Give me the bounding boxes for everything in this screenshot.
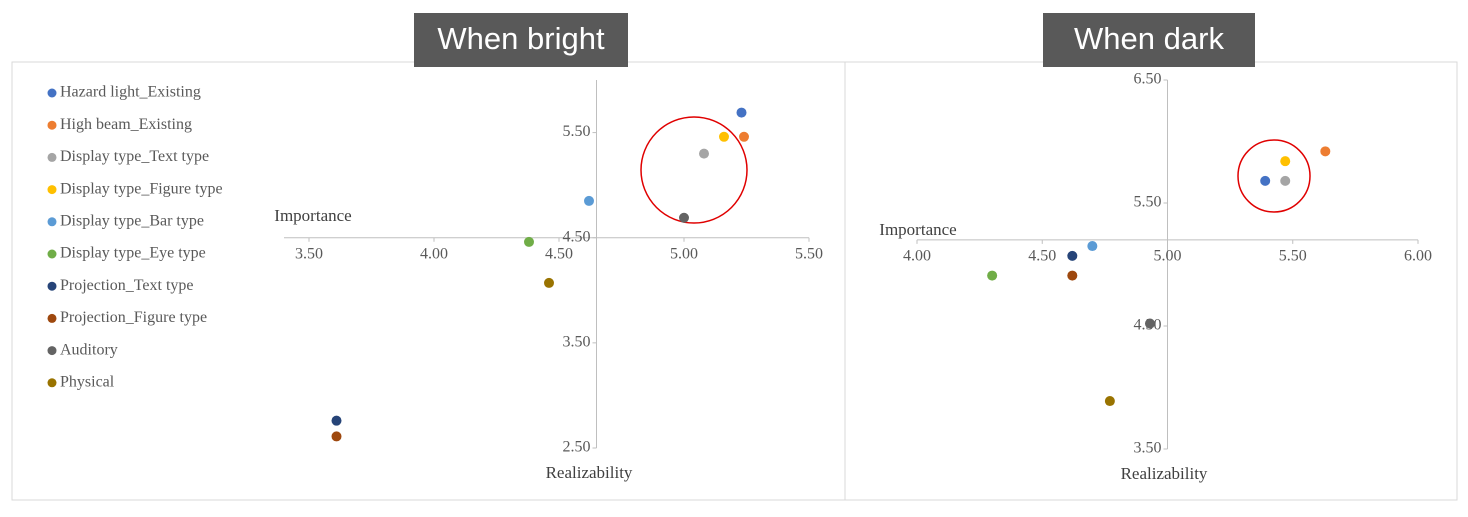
y-axis-title: Importance xyxy=(274,206,351,225)
legend-label: Physical xyxy=(60,373,115,390)
point xyxy=(1280,175,1291,186)
frame xyxy=(11,61,1458,501)
y-tick-label: 3.50 xyxy=(563,334,591,351)
x-tick-label: 4.50 xyxy=(545,245,573,262)
point xyxy=(331,431,342,442)
point xyxy=(1067,270,1078,281)
title-box xyxy=(414,13,628,67)
chart-title: When dark xyxy=(1074,21,1224,56)
legend-label: Projection_Figure type xyxy=(60,309,207,326)
y-tick-label: 6.50 xyxy=(1134,71,1162,88)
chart-title: When bright xyxy=(437,21,605,56)
point xyxy=(739,131,749,142)
legend-marker xyxy=(47,281,57,291)
legend-marker xyxy=(47,249,57,259)
point xyxy=(987,270,998,281)
title-box xyxy=(1043,13,1255,67)
legend-marker xyxy=(47,88,57,98)
legend-marker xyxy=(47,378,57,388)
highlight-circle xyxy=(1237,139,1311,213)
point xyxy=(719,131,729,142)
x-tick-label: 4.00 xyxy=(903,248,931,265)
point xyxy=(1260,175,1271,186)
legend-label: Display type_Bar type xyxy=(60,212,204,229)
point xyxy=(584,195,594,206)
point xyxy=(1067,250,1078,261)
x-tick-label: 5.50 xyxy=(1279,248,1307,265)
x-tick-label: 5.50 xyxy=(795,245,823,262)
legend-marker xyxy=(47,217,57,227)
point xyxy=(679,212,689,223)
x-tick-label: 5.00 xyxy=(1154,248,1182,265)
point xyxy=(1320,146,1331,157)
x-tick-label: 4.50 xyxy=(1028,248,1056,265)
legend-label: Hazard light_Existing xyxy=(60,84,201,101)
legend-marker xyxy=(47,185,57,195)
legend-label: Projection_Text type xyxy=(60,277,194,294)
legend-marker xyxy=(47,120,57,130)
x-tick-label: 5.00 xyxy=(670,245,698,262)
legend-label: Display type_Figure type xyxy=(60,180,223,197)
point xyxy=(1280,156,1291,167)
point xyxy=(1104,396,1115,407)
x-tick-label: 4.00 xyxy=(420,245,448,262)
point xyxy=(736,107,747,118)
legend-label: Display type_Text type xyxy=(60,148,209,165)
point xyxy=(1087,241,1098,252)
y-tick-label: 3.50 xyxy=(1134,440,1162,457)
legend-marker xyxy=(47,313,57,323)
point xyxy=(544,277,554,288)
y-axis-title: Importance xyxy=(879,220,956,239)
legend-label: High beam_Existing xyxy=(60,116,192,133)
x-tick-label: 6.00 xyxy=(1404,248,1432,265)
point xyxy=(699,148,709,159)
legend-marker xyxy=(47,152,57,162)
x-axis-title: Realizability xyxy=(1121,464,1208,483)
x-axis-title: Realizability xyxy=(546,463,633,482)
y-tick-label: 4.50 xyxy=(563,228,591,245)
legend-marker xyxy=(47,346,57,356)
point xyxy=(1144,318,1155,329)
legend-label: Display type_Eye type xyxy=(60,245,206,262)
x-tick-label: 3.50 xyxy=(295,245,323,262)
legend-label: Auditory xyxy=(60,341,118,358)
highlight-circle xyxy=(640,116,748,224)
y-tick-label: 2.50 xyxy=(563,439,591,456)
y-tick-label: 5.50 xyxy=(1134,194,1162,211)
point xyxy=(331,415,342,426)
y-tick-label: 5.50 xyxy=(563,123,591,140)
point xyxy=(524,236,534,247)
